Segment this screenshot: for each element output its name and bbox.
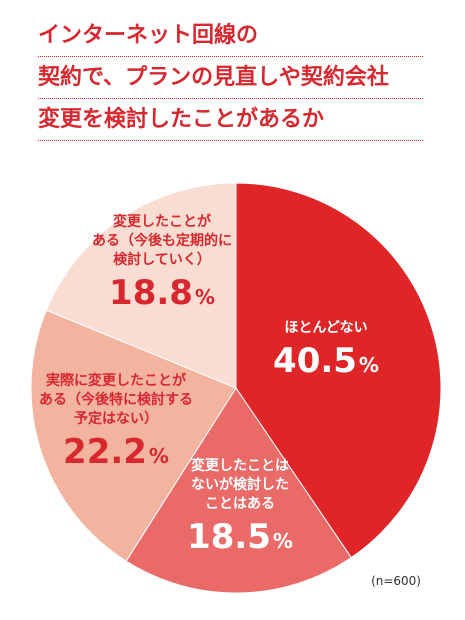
slice-label-4-line-1: 変更したことが: [113, 213, 212, 230]
slice-label-3-line-3: 予定はない）: [74, 410, 158, 427]
pie-slice-4: [45, 182, 237, 389]
pie-slice-2: [125, 387, 352, 594]
slice-label-2-line-2: ないが検討した: [191, 476, 289, 493]
title-line-3: 変更を検討したことがあるか: [38, 104, 423, 141]
slice-label-2-line-1: 変更したことは: [191, 457, 289, 474]
slice-label-3-line-1: 実際に変更したことが: [46, 372, 187, 389]
slice-label-4-line-3: 検討していく）: [113, 251, 211, 268]
slice-label-1-line-1: ほとんどない: [284, 320, 367, 336]
title-line-2: 契約で、プランの見直しや契約会社: [38, 62, 423, 99]
slice-value-4: 18.8%: [109, 273, 215, 313]
pie-slice-3: [30, 309, 237, 562]
slice-label-3-line-2: ある（今後特に検討する: [39, 391, 193, 408]
chart-title: インターネット回線の 契約で、プランの見直しや契約会社 変更を検討したことがある…: [38, 20, 423, 146]
sample-size-note: (n=600): [371, 574, 421, 588]
title-line-1: インターネット回線の: [38, 20, 423, 57]
slice-label-4-line-2: ある（今後も定期的に: [92, 232, 232, 249]
slice-value-3: 22.2%: [63, 432, 169, 472]
slice-value-2: 18.5%: [187, 517, 293, 557]
slice-value-1: 40.5%: [273, 341, 379, 381]
slice-label-2-line-3: ことはある: [205, 496, 275, 512]
slice-label-group-1: ほとんどない 40.5%: [273, 320, 379, 381]
pie-slice-1: [235, 182, 442, 559]
